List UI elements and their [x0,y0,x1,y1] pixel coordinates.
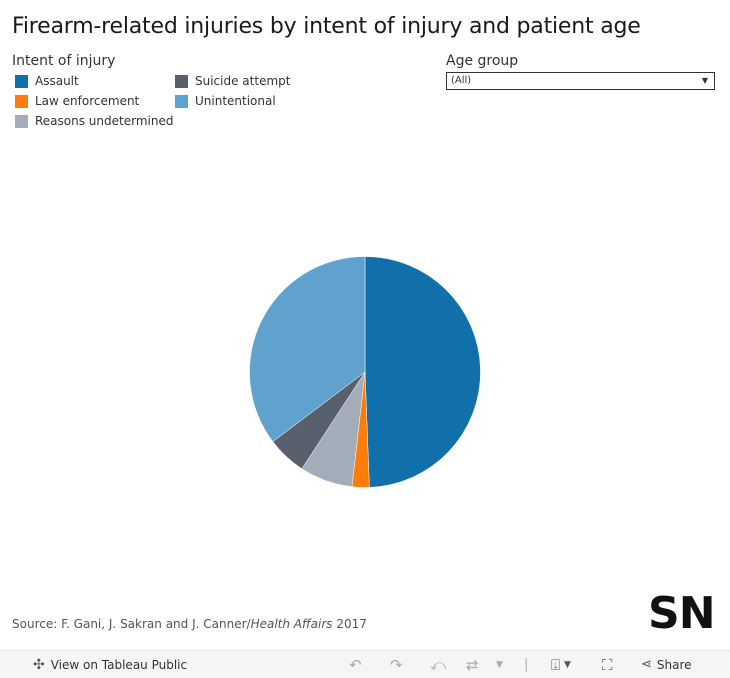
divider-icon: | [524,657,529,672]
view-on-tableau-label: View on Tableau Public [50,657,188,672]
legend-label: Reasons undetermined [35,114,174,128]
assault-swatch [15,74,28,88]
legend-item-assault[interactable]: Assault [15,74,79,88]
age-group-filter-title: Age group [446,53,519,69]
legend-item-law-enforcement[interactable]: Law enforcement [15,94,139,108]
refresh-dropdown[interactable]: ▼ [496,651,503,678]
revert-icon: ⤺ [430,655,447,674]
sn-logo: SN [648,588,716,639]
reasons-undetermined-swatch [15,114,28,128]
legend-label: Suicide attempt [195,74,291,88]
law-enforcement-swatch [15,94,28,108]
pie-slice-assault[interactable] [364,256,481,488]
legend-item-reasons-undetermined[interactable]: Reasons undetermined [15,114,173,128]
redo-icon: ↷ [390,655,403,674]
legend-item-unintentional[interactable]: Unintentional [175,94,276,108]
legend-item-suicide-attempt[interactable]: Suicide attempt [175,74,290,88]
toolbar-divider: | [524,651,528,678]
download-button[interactable]: ⍗ ▼ [551,651,571,678]
redo-button[interactable]: ↷ [390,651,403,678]
age-group-dropdown[interactable]: (All) ▼ [446,72,715,90]
caret-down-icon: ▼ [564,659,571,670]
download-icon: ⍗ [551,655,561,674]
share-button[interactable]: ⋖ Share [641,651,692,678]
view-on-tableau-public-link[interactable]: ✣ View on Tableau Public [33,651,187,678]
age-group-selected-value: (All) [451,75,472,86]
unintentional-swatch [175,94,188,108]
source-note: Source: F. Gani, J. Sakran and J. Canner… [12,617,367,631]
legend-title: Intent of injury [12,53,116,69]
source-authors: Source: F. Gani, J. Sakran and J. Canner… [12,617,251,631]
share-label: Share [656,657,692,672]
refresh-icon: ⇄ [466,655,479,674]
pie-chart[interactable] [249,256,481,488]
fullscreen-icon: ⛶ [602,655,613,674]
source-journal: Health Affairs [250,617,333,631]
legend-label: Unintentional [195,94,276,108]
legend-label: Assault [35,74,79,88]
legend-label: Law enforcement [35,94,140,108]
refresh-button[interactable]: ⇄ [466,651,479,678]
share-icon: ⋖ [641,657,652,672]
chart-title: Firearm-related injuries by intent of in… [12,14,641,39]
fullscreen-button[interactable]: ⛶ [602,651,613,678]
undo-button[interactable]: ↶ [349,651,362,678]
revert-button[interactable]: ⤺ [430,651,446,678]
suicide-attempt-swatch [175,74,188,88]
source-year: 2017 [332,617,367,631]
pie-slice-unintentional[interactable] [249,256,366,442]
tableau-logo-icon: ✣ [33,656,45,673]
undo-icon: ↶ [349,655,362,674]
tableau-toolbar: ✣ View on Tableau Public ↶ ↷ ⤺ ⇄ ▼ | ⍗ ▼… [0,650,730,678]
chevron-down-icon[interactable]: ▼ [701,76,708,85]
caret-down-icon: ▼ [496,659,503,670]
